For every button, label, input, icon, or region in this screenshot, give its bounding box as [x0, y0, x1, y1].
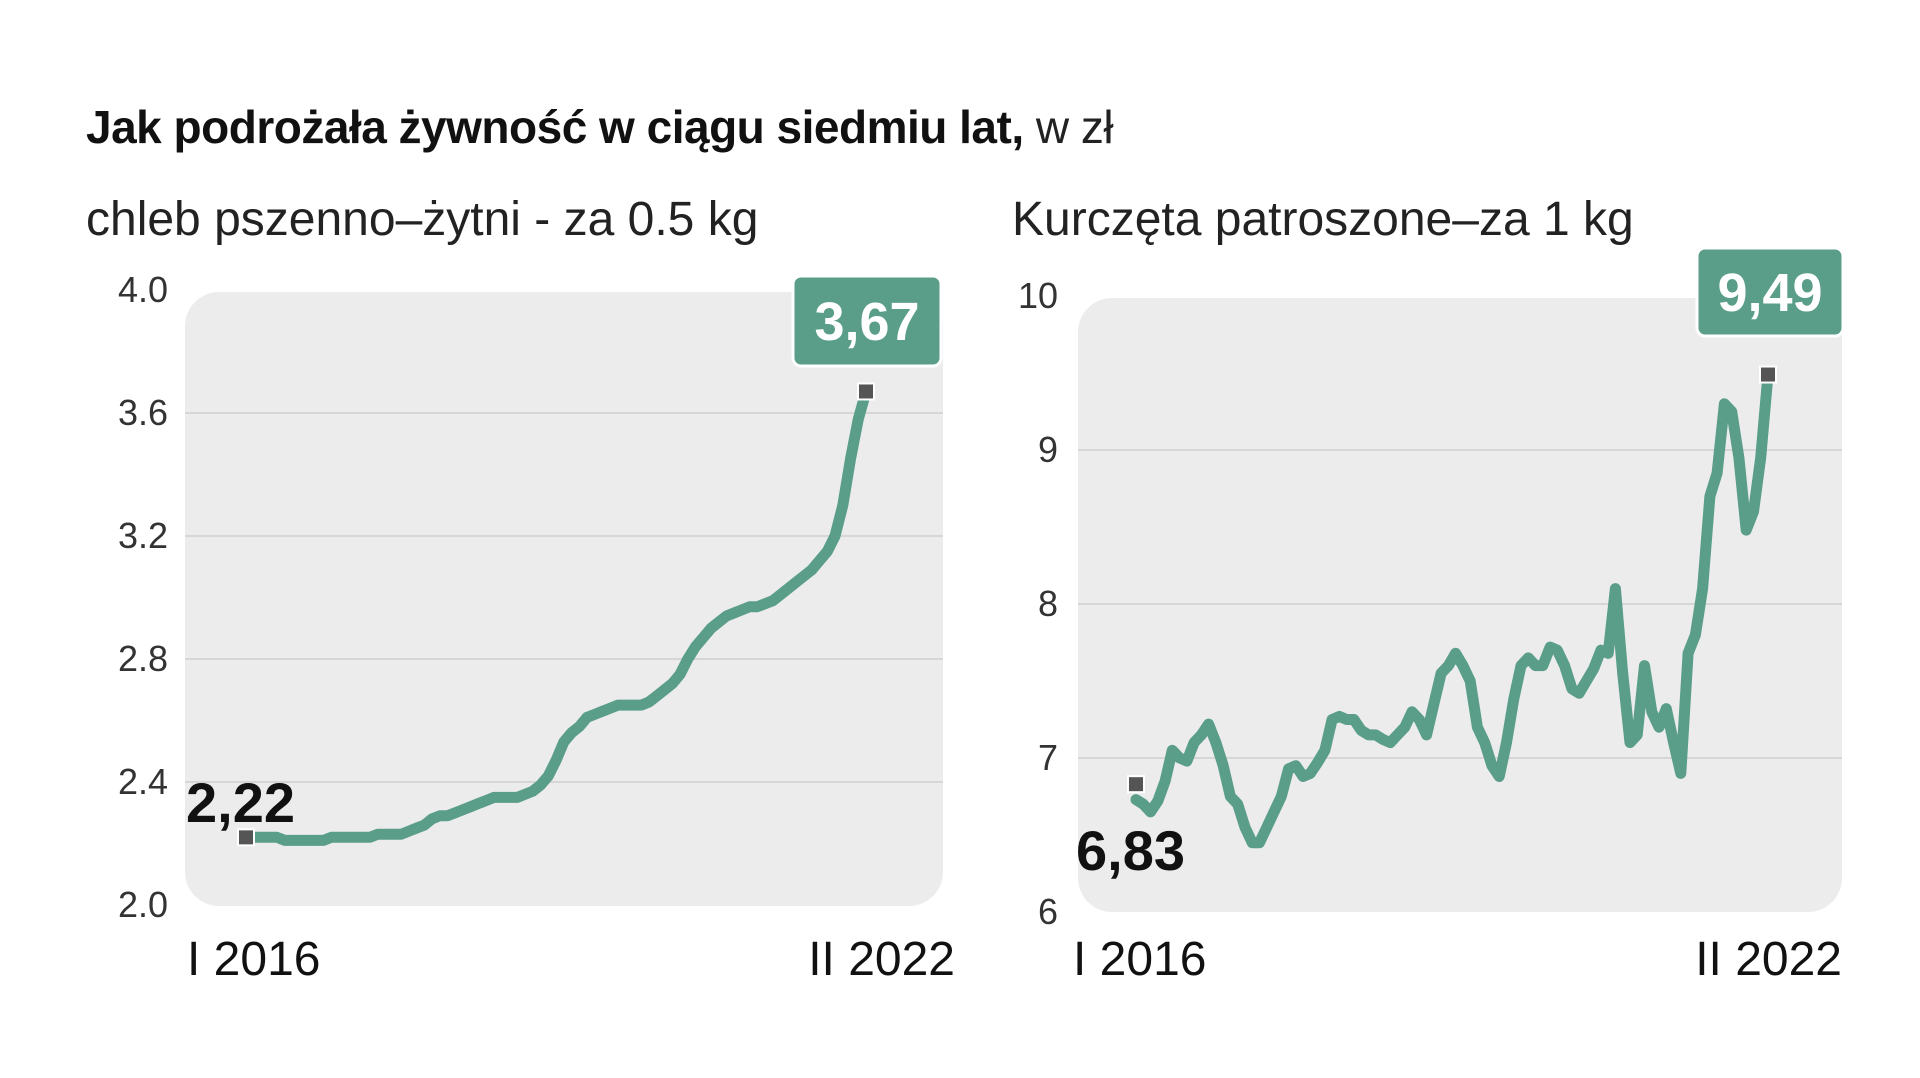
- bread-plot-area: [185, 292, 943, 906]
- chicken-y-tick-label: 9: [1038, 429, 1058, 470]
- bread-end-value-badge: [791, 274, 943, 368]
- bread-y-tick-label: 2.4: [118, 761, 168, 802]
- bread-series-line: [240, 386, 872, 846]
- bread-end-value-label: 3,67: [814, 292, 919, 352]
- bread-x-end-label: II 2022: [808, 933, 955, 986]
- bread-x-start-label: I 2016: [187, 933, 320, 986]
- chicken-y-tick-label: 7: [1038, 737, 1058, 778]
- heading-unit: w zł: [1035, 101, 1114, 153]
- bread-y-tick-label: 2.0: [118, 884, 168, 925]
- chicken-start-value-label: 6,83: [1076, 819, 1185, 882]
- chicken-end-value-badge: [1695, 246, 1845, 338]
- bread-start-value-label: 2,22: [186, 771, 295, 834]
- bread-start-marker: [237, 828, 255, 847]
- bread-y-tick-label: 4.0: [118, 269, 168, 310]
- chicken-x-end-label: II 2022: [1695, 933, 1842, 986]
- chicken-start-marker: [1127, 775, 1145, 794]
- chicken-end-marker: [1759, 365, 1777, 384]
- chicken-y-tick-label: 10: [1018, 275, 1058, 316]
- chart-title-chicken: Kurczęta patroszone–za 1 kg: [1012, 193, 1634, 246]
- bread-y-tick-label: 3.2: [118, 515, 168, 556]
- bread-y-tick-label: 2.8: [118, 638, 168, 679]
- chicken-x-start-label: I 2016: [1073, 933, 1206, 986]
- chicken-y-tick-label: 6: [1038, 891, 1058, 932]
- heading-bold: Jak podrożała żywność w ciągu siedmiu la…: [86, 101, 1024, 153]
- chart-title-bread: chleb pszenno–żytni - za 0.5 kg: [86, 193, 759, 246]
- chicken-y-tick-label: 8: [1038, 583, 1058, 624]
- chicken-series-line: [1130, 369, 1774, 849]
- bread-end-marker: [857, 382, 875, 401]
- bread-y-tick-label: 3.6: [118, 392, 168, 433]
- chart-heading: Jak podrożała żywność w ciągu siedmiu la…: [86, 100, 1114, 154]
- chicken-end-value-label: 9,49: [1717, 263, 1822, 323]
